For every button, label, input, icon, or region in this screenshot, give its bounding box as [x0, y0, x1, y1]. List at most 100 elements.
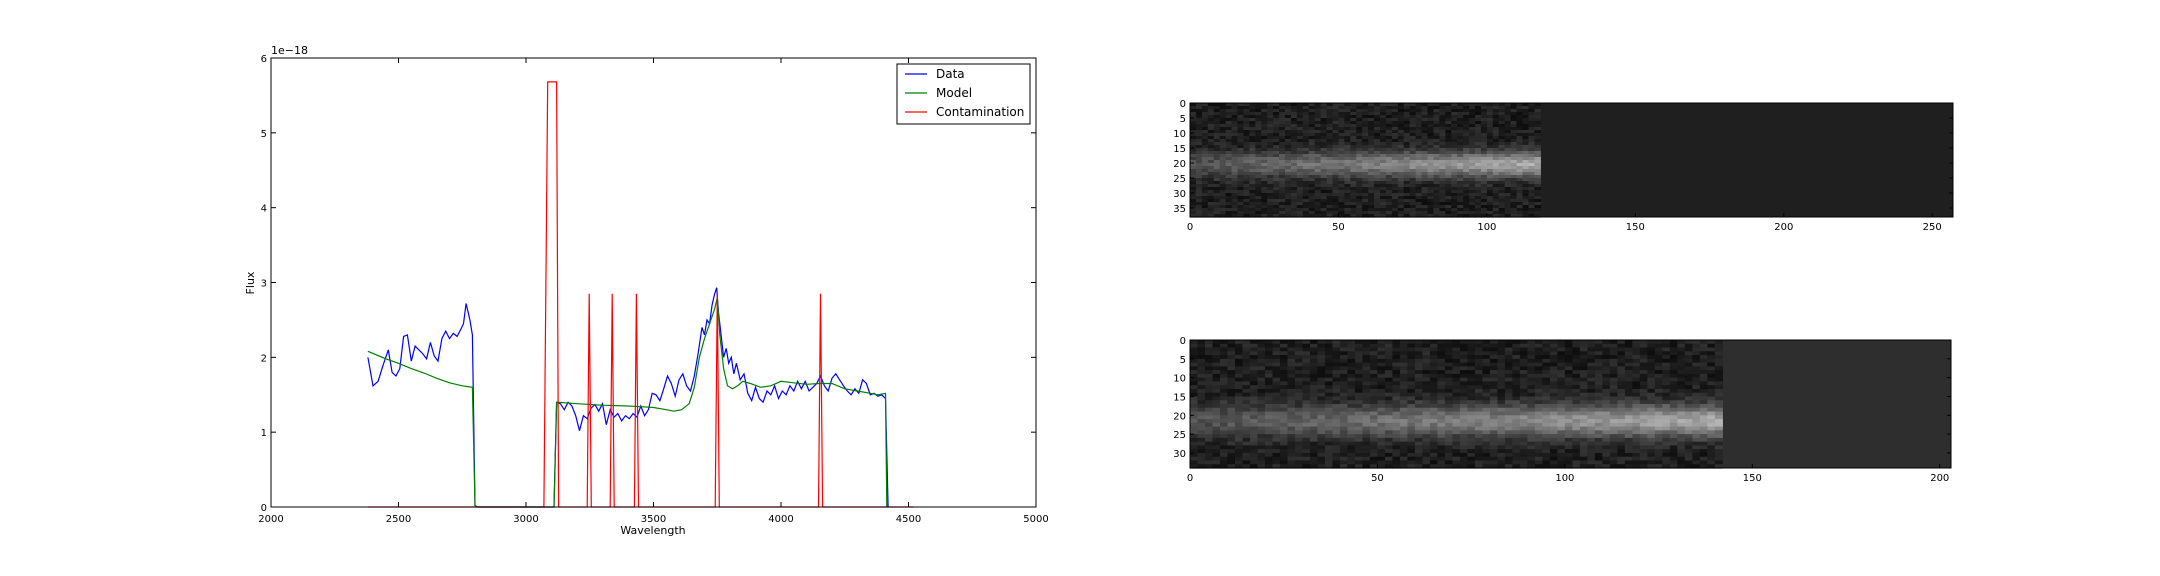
image-pixel [1429, 441, 1439, 447]
image-pixel [1699, 396, 1708, 401]
image-pixel [1350, 190, 1357, 194]
image-pixel [1467, 430, 1476, 435]
image-pixel [1647, 385, 1656, 390]
image-pixel [1707, 347, 1716, 352]
image-pixel [1264, 407, 1274, 413]
image-pixel [1452, 392, 1461, 398]
image-pixel [1237, 169, 1245, 173]
image-pixel [1267, 166, 1274, 170]
image-pixel [1287, 385, 1296, 390]
image-pixel [1504, 208, 1512, 212]
image-pixel [1407, 400, 1416, 405]
image-pixel [1463, 199, 1470, 203]
image-pixel [1377, 464, 1386, 469]
image-pixel [1397, 166, 1405, 170]
image-pixel [1512, 373, 1521, 379]
image-pixel [1707, 456, 1716, 462]
image-pixel [1356, 154, 1363, 158]
image-pixel [1385, 106, 1393, 110]
image-pixel [1326, 127, 1334, 131]
image-pixel [1219, 407, 1229, 413]
image-pixel [1587, 452, 1596, 458]
image-pixel [1489, 362, 1498, 367]
image-pixel [1497, 381, 1506, 386]
image-pixel [1380, 181, 1387, 185]
image-pixel [1195, 115, 1203, 119]
image-pixel [1497, 343, 1506, 349]
image-pixel [1677, 385, 1686, 390]
image-pixel [1527, 441, 1536, 447]
image-pixel [1385, 160, 1393, 164]
image-pixel [1427, 157, 1435, 161]
image-pixel [1444, 404, 1454, 409]
image-pixel [1692, 441, 1701, 447]
image-pixel [1421, 199, 1429, 203]
image-pixel [1492, 163, 1500, 167]
image-pixel [1519, 411, 1528, 416]
image-pixel [1609, 456, 1618, 462]
image-pixel [1205, 415, 1214, 420]
image-pixel [1338, 208, 1345, 212]
image-pixel [1219, 441, 1229, 447]
image-pixel [1380, 166, 1387, 170]
image-pixel [1624, 347, 1633, 352]
image-pixel [1602, 449, 1611, 454]
image-pixel [1684, 449, 1693, 454]
image-pixel [1457, 193, 1464, 197]
image-pixel [1527, 415, 1536, 420]
image-pixel [1243, 166, 1250, 170]
image-pixel [1264, 347, 1274, 352]
image-pixel [1444, 449, 1454, 454]
image-pixel [1195, 178, 1203, 182]
image-pixel [1320, 169, 1328, 173]
image-pixel [1429, 347, 1439, 352]
image-pixel [1415, 139, 1423, 143]
image-pixel [1267, 115, 1274, 119]
image-pixel [1647, 407, 1656, 413]
image-pixel [1534, 400, 1543, 405]
image-pixel [1407, 456, 1416, 462]
image-pixel [1522, 148, 1530, 152]
image-pixel [1594, 437, 1603, 443]
image-pixel [1510, 163, 1518, 167]
image-pixel [1237, 139, 1245, 143]
image-pixel [1190, 121, 1197, 125]
image-pixel [1384, 411, 1394, 416]
image-pixel [1391, 211, 1399, 215]
image-pixel [1480, 190, 1488, 194]
image-pixel [1528, 187, 1535, 191]
image-pixel [1489, 452, 1498, 458]
image-pixel [1528, 130, 1535, 134]
image-pixel [1519, 441, 1528, 447]
image-pixel [1624, 377, 1633, 383]
image-pixel [1317, 434, 1326, 439]
image-pixel [1482, 426, 1491, 431]
image-pixel [1549, 434, 1558, 439]
image-pixel [1314, 121, 1322, 125]
image-pixel [1439, 172, 1446, 176]
image-pixel [1385, 103, 1393, 107]
image-pixel [1594, 449, 1603, 454]
image-pixel [1403, 160, 1411, 164]
image-pixel [1207, 214, 1215, 218]
image-pixel [1242, 355, 1251, 360]
image-pixel [1677, 407, 1686, 413]
image-pixel [1225, 202, 1233, 206]
bottom-image-x-ticks: 0 50 100 150 200 [1187, 464, 1949, 484]
image-pixel [1391, 157, 1399, 161]
image-pixel [1347, 377, 1356, 383]
image-pixel [1356, 184, 1363, 188]
image-pixel [1639, 441, 1648, 447]
image-pixel [1257, 411, 1266, 416]
image-pixel [1225, 169, 1233, 173]
image-pixel [1534, 419, 1543, 424]
image-pixel [1339, 400, 1349, 405]
image-pixel [1356, 142, 1363, 146]
image-pixel [1347, 430, 1356, 435]
image-pixel [1409, 163, 1417, 167]
image-pixel [1309, 464, 1319, 469]
image-pixel [1294, 419, 1304, 424]
image-pixel [1195, 145, 1203, 149]
image-pixel [1427, 169, 1435, 173]
